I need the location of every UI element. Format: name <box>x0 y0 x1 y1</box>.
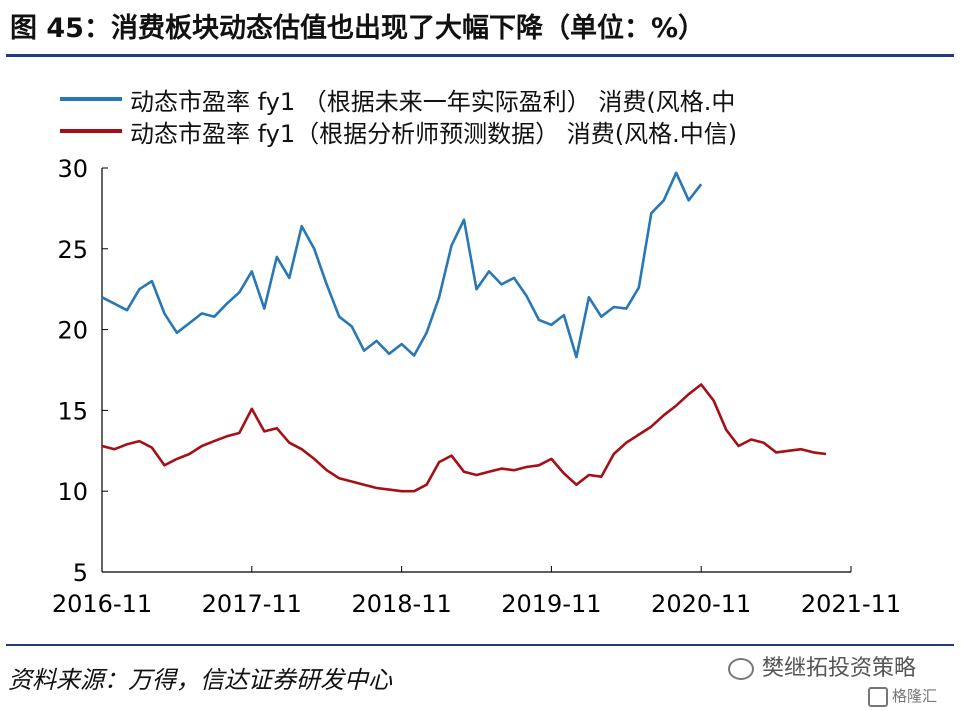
bottom-rule <box>6 644 954 646</box>
x-tick-label: 2016-11 <box>52 590 152 618</box>
series-line-1 <box>101 171 703 359</box>
legend-swatch-series-2 <box>60 129 122 133</box>
watermark-text: 樊继拓投资策略 <box>762 656 917 681</box>
chart-axes: 5 10 15 20 25 30 2016-11 2017-11 2018-11 2019-11 2… <box>52 155 901 618</box>
legend-label-series-1: 动态市盈率 fy1 （根据未来一年实际盈利） 消费(风格.中 <box>130 88 736 116</box>
series-line-2 <box>101 383 827 493</box>
logo-text: 格隆汇 <box>892 687 938 705</box>
source-note: 资料来源：万得，信达证券研发中心 <box>8 666 392 694</box>
y-tick-label: 25 <box>57 236 88 264</box>
y-tick-label: 15 <box>57 397 88 425</box>
x-tick-label: 2019-11 <box>501 590 601 618</box>
page-title: 图 45：消费板块动态估值也出现了大幅下降（单位：%） <box>10 13 706 44</box>
y-tick-label: 10 <box>57 478 88 506</box>
wechat-icon <box>728 658 754 680</box>
chart-series <box>101 171 827 493</box>
x-tick-label: 2021-11 <box>801 590 901 618</box>
legend-label-series-2: 动态市盈率 fy1（根据分析师预测数据） 消费(风格.中信) <box>130 120 738 148</box>
watermark: 樊继拓投资策略 <box>728 650 916 682</box>
y-tick-label: 20 <box>57 317 88 345</box>
x-tick-label: 2020-11 <box>651 590 751 618</box>
y-tick-label: 30 <box>57 155 88 183</box>
x-tick-label: 2017-11 <box>202 590 302 618</box>
line-chart: 5 10 15 20 25 30 2016-11 2017-11 2018-11 2019-11 2… <box>52 155 901 618</box>
x-tick-label: 2018-11 <box>351 590 451 618</box>
logo: 格隆汇 <box>868 685 937 707</box>
y-tick-label: 5 <box>73 559 88 587</box>
legend-swatch-series-1 <box>60 97 122 101</box>
top-rule <box>6 54 954 57</box>
logo-icon <box>868 686 888 707</box>
